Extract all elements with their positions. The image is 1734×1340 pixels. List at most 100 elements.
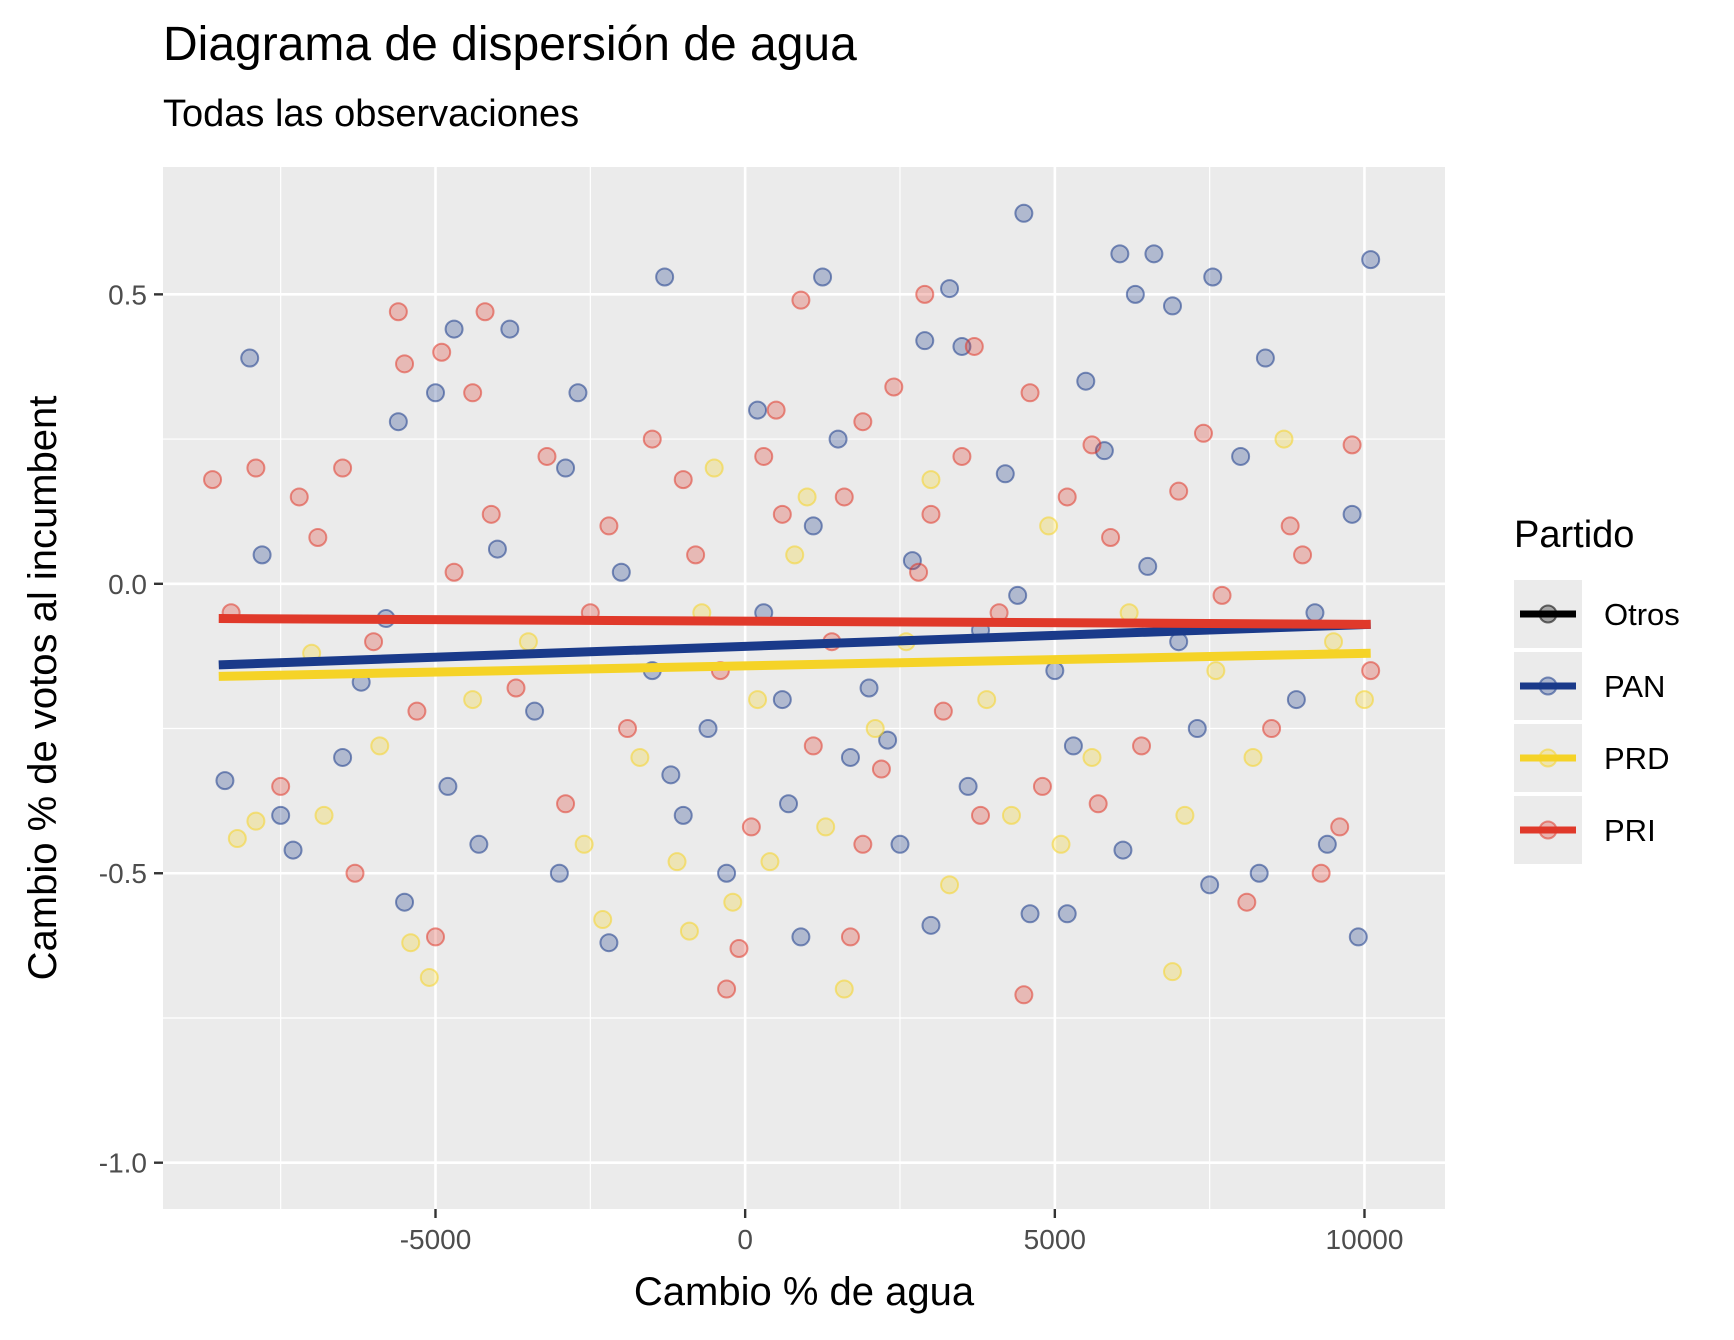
data-point-prd (401, 933, 421, 953)
data-point-pan (611, 562, 631, 582)
data-point-pri (834, 487, 854, 507)
data-point-pri (556, 794, 576, 814)
y-tick-label: 0.5 (108, 279, 147, 310)
data-point-pan (1008, 585, 1028, 605)
data-point-pri (1342, 435, 1362, 455)
data-point-pri (463, 383, 483, 403)
fit-line-prd (218, 648, 1371, 681)
data-point-pri (1032, 776, 1052, 796)
data-point-prd (785, 545, 805, 565)
data-point-pri (345, 863, 365, 883)
data-point-pan (772, 690, 792, 710)
data-point-pri (791, 290, 811, 310)
data-point-pri (909, 562, 929, 582)
legend-label-prd: PRD (1604, 741, 1669, 776)
x-tick-label: 5000 (1024, 1224, 1086, 1255)
data-point-pri (915, 284, 935, 304)
data-point-prd (748, 690, 768, 710)
data-point-prd (760, 852, 780, 872)
data-point-pri (333, 458, 353, 478)
data-point-pan (252, 545, 272, 565)
legend-title: Partido (1514, 514, 1634, 556)
data-point-pan (444, 319, 464, 339)
data-point-prd (834, 979, 854, 999)
data-point-prd (1001, 805, 1021, 825)
x-axis-title: Cambio % de agua (634, 1270, 975, 1314)
data-point-pan (556, 458, 576, 478)
data-point-prd (977, 690, 997, 710)
data-point-pri (921, 504, 941, 524)
data-point-pan (1045, 661, 1065, 681)
data-point-pri (203, 470, 223, 490)
legend-key-point (1538, 820, 1558, 840)
data-point-pri (1293, 545, 1313, 565)
data-point-pan (803, 516, 823, 536)
data-point-prd (314, 805, 334, 825)
chart-title: Diagrama de dispersión de agua (163, 18, 857, 71)
data-point-pri (686, 545, 706, 565)
data-point-pri (432, 342, 452, 362)
data-point-prd (1162, 962, 1182, 982)
data-point-pan (859, 678, 879, 698)
data-point-pan (1342, 504, 1362, 524)
fit-line-pri (218, 614, 1371, 629)
data-point-pan (813, 267, 833, 287)
data-point-pan (1057, 904, 1077, 924)
legend-label-pri: PRI (1604, 813, 1656, 848)
plot-panel (163, 167, 1445, 1209)
data-point-prd (865, 719, 885, 739)
data-point-pan (500, 319, 520, 339)
data-point-pri (475, 302, 495, 322)
data-point-pan (673, 805, 693, 825)
data-point-pan (215, 771, 235, 791)
data-point-pri (840, 927, 860, 947)
data-point-pri (1330, 817, 1350, 837)
data-point-prd (630, 747, 650, 767)
data-point-pan (791, 927, 811, 947)
data-point-pri (1082, 435, 1102, 455)
data-point-pan (1203, 267, 1223, 287)
data-point-pan (779, 794, 799, 814)
data-point-pri (772, 504, 792, 524)
legend-label-otros: Otros (1604, 597, 1680, 632)
data-point-pri (1101, 527, 1121, 547)
y-axis: 0.5 0.0 -0.5 -1.0 (99, 279, 163, 1179)
data-point-pan (271, 805, 291, 825)
data-point-pan (1249, 863, 1269, 883)
data-point-pri (407, 701, 427, 721)
data-point-pan (958, 776, 978, 796)
data-point-pri (481, 504, 501, 524)
data-point-prd (704, 458, 724, 478)
data-point-pri (871, 759, 891, 779)
x-axis: -5000 0 5000 10000 (400, 1209, 1404, 1255)
data-point-pri (766, 400, 786, 420)
data-point-pan (1255, 348, 1275, 368)
data-point-pan (661, 765, 681, 785)
data-point-pan (1110, 244, 1130, 264)
data-point-pri (642, 429, 662, 449)
data-point-prd (921, 470, 941, 490)
data-point-pan (1187, 719, 1207, 739)
data-point-pri (1193, 423, 1213, 443)
fit-line-pan (218, 619, 1371, 670)
data-point-prd (667, 852, 687, 872)
data-point-pri (308, 527, 328, 547)
data-point-prd (574, 834, 594, 854)
data-point-pan (1305, 603, 1325, 623)
data-point-prd (1206, 661, 1226, 681)
data-point-pri (1262, 719, 1282, 739)
data-point-pri (754, 446, 774, 466)
legend-key-point (1538, 604, 1558, 624)
data-point-pri (952, 446, 972, 466)
data-point-prd (1082, 747, 1102, 767)
data-point-pan (1317, 834, 1337, 854)
data-point-prd (816, 817, 836, 837)
data-point-prd (1274, 429, 1294, 449)
x-tick-label: -5000 (400, 1224, 472, 1255)
data-point-pri (444, 562, 464, 582)
data-point-prd (370, 736, 390, 756)
data-point-pan (1125, 284, 1145, 304)
x-tick-label: 10000 (1326, 1224, 1404, 1255)
data-point-pri (964, 336, 984, 356)
legend-key-point (1538, 748, 1558, 768)
